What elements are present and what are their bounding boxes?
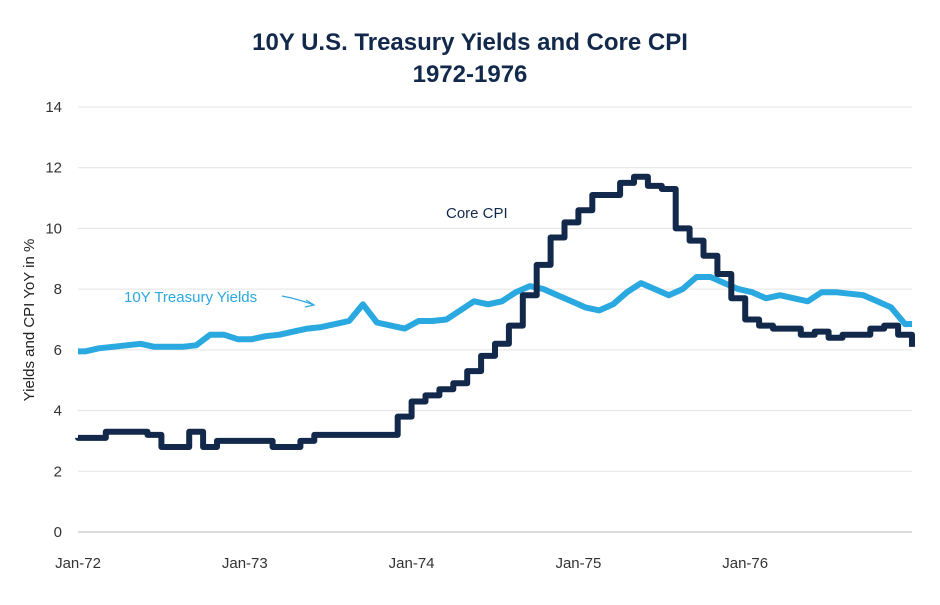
- y-tick-label: 10: [45, 220, 62, 237]
- x-tick-label: Jan-74: [389, 555, 435, 572]
- x-tick-label: Jan-75: [555, 555, 601, 572]
- y-tick-label: 6: [54, 342, 62, 359]
- y-tick-label: 12: [45, 160, 62, 177]
- x-tick-label: Jan-73: [222, 555, 268, 572]
- grid: [78, 106, 912, 533]
- y-axis-label: Yields and CPI YoY in %: [21, 239, 38, 402]
- series: [75, 173, 915, 450]
- x-tick-label: Jan-76: [722, 555, 768, 572]
- series-core-cpi-line: [75, 173, 915, 450]
- annotation-treasury: 10Y Treasury Yields: [124, 289, 257, 306]
- y-tick-label: 2: [54, 463, 62, 480]
- chart-title: 10Y U.S. Treasury Yields and Core CPI: [252, 29, 688, 56]
- y-tick-labels: 0 2 4 6 8 10 12 14: [45, 99, 62, 541]
- x-tick-label: Jan-72: [55, 555, 101, 572]
- annotation-arrow-icon: [281, 295, 316, 308]
- x-tick-labels: Jan-72 Jan-73 Jan-74 Jan-75 Jan-76: [55, 555, 768, 572]
- annotation-core-cpi: Core CPI: [446, 205, 508, 222]
- y-tick-label: 8: [54, 281, 62, 298]
- chart-subtitle: 1972-1976: [413, 61, 528, 88]
- y-tick-label: 14: [45, 99, 62, 116]
- series-10y-treasury-line: [77, 274, 913, 355]
- y-tick-label: 0: [54, 524, 62, 541]
- y-tick-label: 4: [54, 403, 62, 420]
